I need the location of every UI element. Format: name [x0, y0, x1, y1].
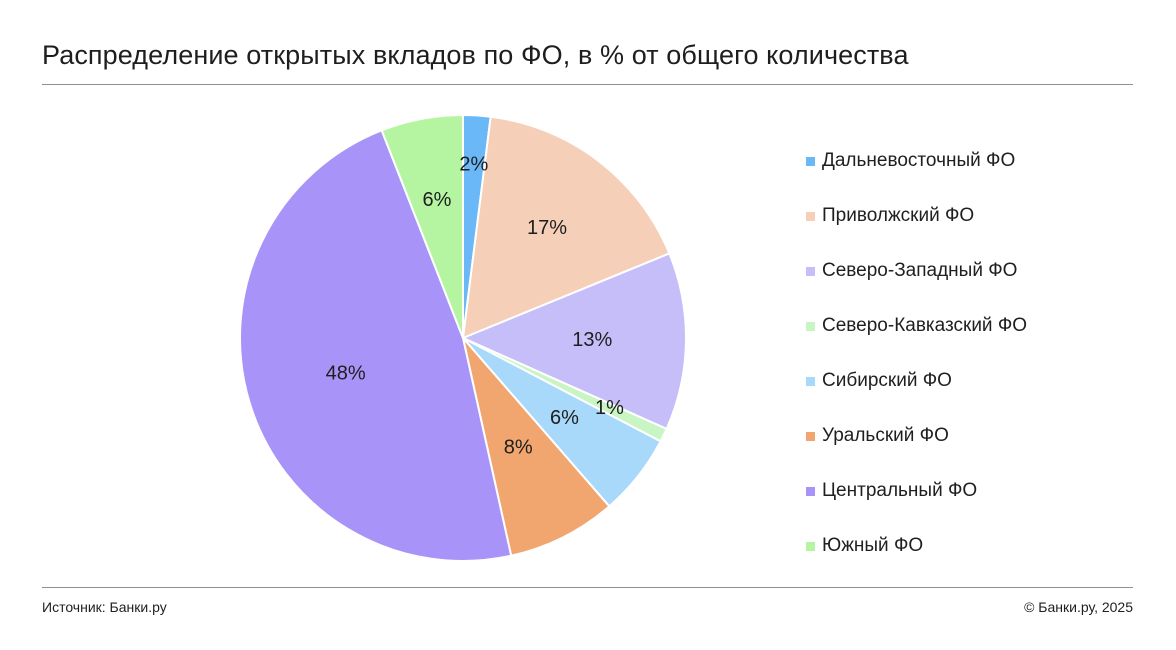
legend-item-yuzhny: Южный ФО: [806, 535, 923, 557]
legend-swatch: [806, 321, 815, 331]
legend-item-severo-kavkazsky: Северо-Кавказский ФО: [806, 315, 1027, 337]
legend-swatch: [806, 376, 815, 386]
legend-swatch: [806, 211, 815, 221]
pie-slice-label: 1%: [595, 397, 624, 419]
legend-label: Сибирский ФО: [822, 370, 952, 391]
legend-label: Приволжский ФО: [822, 205, 975, 226]
legend-swatch: [806, 486, 815, 496]
pie-chart: 2% 17% 13% 1% 6% 8% 48% 6%: [239, 114, 687, 562]
pie-slice-label: 6%: [422, 189, 451, 211]
legend-item-dalnevostochny: Дальневосточный ФО: [806, 150, 1015, 172]
pie-slice-label: 8%: [504, 437, 533, 459]
legend-label: Центральный ФО: [822, 480, 978, 501]
pie-slice-label: 13%: [572, 329, 612, 351]
pie-slices: [239, 114, 687, 562]
source-note: Источник: Банки.ру: [42, 599, 167, 615]
pie-slice-label: 48%: [326, 363, 366, 385]
legend-swatch: [806, 266, 815, 276]
legend-label: Северо-Западный ФО: [822, 260, 1018, 281]
pie-slice-label: 17%: [527, 217, 567, 239]
title-divider: [42, 84, 1133, 85]
pie-slice: [239, 129, 513, 562]
legend-label: Уральский ФО: [822, 425, 949, 446]
legend-item-severo-zapadny: Северо-Западный ФО: [806, 260, 1017, 282]
copyright-note: © Банки.ру, 2025: [1024, 599, 1133, 615]
legend-swatch: [806, 156, 815, 166]
pie-slice: [462, 115, 671, 339]
legend-item-tsentralny: Центральный ФО: [806, 480, 977, 502]
pie-slice-label: 6%: [550, 407, 579, 429]
pie-slice: [462, 252, 687, 430]
chart-title: Распределение открытых вкладов по ФО, в …: [42, 40, 909, 70]
legend-item-privolzhsky: Приволжский ФО: [806, 205, 974, 227]
legend-item-sibirsky: Сибирский ФО: [806, 370, 952, 392]
legend-label: Северо-Кавказский ФО: [822, 315, 1028, 336]
pie-labels: 2% 17% 13% 1% 6% 8% 48% 6%: [326, 153, 625, 458]
legend-swatch: [806, 541, 815, 551]
legend-label: Дальневосточный ФО: [822, 150, 1016, 171]
legend-item-uralsky: Уральский ФО: [806, 425, 949, 447]
pie-slice: [380, 114, 464, 339]
footer-divider: [42, 587, 1133, 588]
legend-swatch: [806, 431, 815, 441]
legend-label: Южный ФО: [822, 535, 924, 556]
pie-slice-label: 2%: [459, 153, 488, 175]
